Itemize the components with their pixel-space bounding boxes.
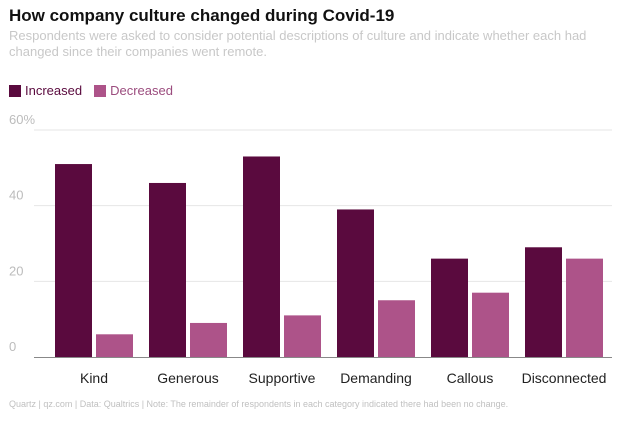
label-layer: 0 20 40 60% Kind Generous Supportive Demanding C… — [9, 112, 606, 386]
x-tick-label: Supportive — [249, 370, 316, 386]
y-tick-label: 60% — [9, 112, 35, 127]
bar-decreased-supportive — [284, 315, 321, 357]
legend-label-decreased: Decreased — [110, 83, 173, 98]
bar-decreased-kind — [96, 334, 133, 357]
x-tick-label: Callous — [447, 370, 494, 386]
bar-increased-kind — [55, 164, 92, 357]
bar-layer — [55, 156, 603, 357]
bar-increased-demanding — [337, 209, 374, 357]
chart-subtitle: Respondents were asked to consider poten… — [9, 28, 587, 59]
bar-increased-callous — [431, 258, 468, 357]
bar-decreased-generous — [190, 322, 227, 357]
grid-layer — [34, 129, 612, 282]
source-note: Quartz | qz.com | Data: Qualtrics | Note… — [9, 399, 509, 409]
y-tick-label: 20 — [9, 263, 23, 278]
bar-decreased-disconnected — [566, 258, 603, 357]
y-tick-label: 0 — [9, 339, 16, 354]
x-tick-label: Disconnected — [522, 370, 607, 386]
legend-label-increased: Increased — [25, 83, 83, 98]
bar-increased-disconnected — [525, 247, 562, 357]
x-tick-label: Kind — [80, 370, 108, 386]
legend-item-increased: Increased — [9, 83, 82, 98]
legend-swatch-increased — [9, 84, 21, 97]
bar-increased-generous — [149, 182, 186, 357]
chart-title: How company culture changed during Covid… — [9, 6, 395, 25]
bar-decreased-demanding — [378, 300, 415, 357]
legend-item-decreased: Decreased — [94, 83, 173, 98]
x-tick-label: Generous — [157, 370, 218, 386]
legend-swatch-decreased — [94, 84, 107, 97]
y-tick-label: 40 — [9, 188, 23, 203]
x-tick-label: Demanding — [340, 370, 412, 386]
legend: Increased Decreased — [9, 83, 185, 98]
bar-decreased-callous — [472, 292, 509, 357]
bar-increased-supportive — [243, 156, 280, 357]
